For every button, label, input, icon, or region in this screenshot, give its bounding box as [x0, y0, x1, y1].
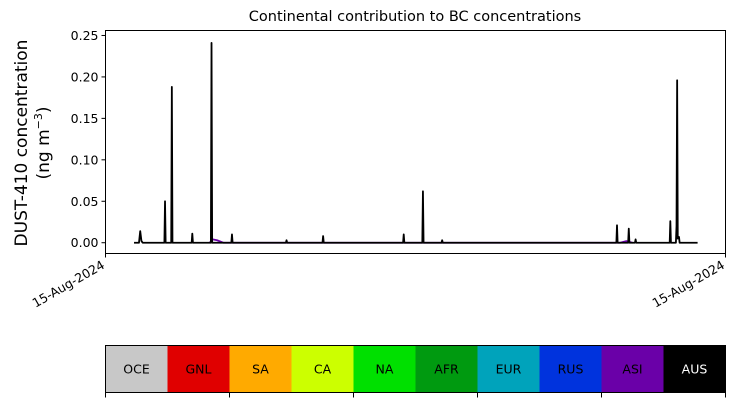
y-tick-label: 0.15: [71, 111, 99, 126]
legend-label: SA: [252, 362, 269, 377]
y-axis-unit-sup: −3: [32, 113, 45, 129]
legend-swatch: [291, 345, 354, 393]
legend-swatch: [663, 345, 726, 393]
legend-swatch: [229, 345, 292, 393]
legend-swatch: [105, 345, 168, 393]
legend-label: CA: [314, 362, 332, 377]
legend: OCE GNL SA CA NA AFR EUR RUS ASI AUS: [105, 345, 726, 398]
y-tick-label: 0.10: [71, 152, 99, 167]
y-axis-label-line1: DUST-410 concentration: [12, 40, 32, 247]
legend-label: OCE: [123, 362, 150, 377]
plot-frame: [105, 30, 726, 254]
x-tick-label: 15-Aug-2024: [29, 257, 107, 310]
y-ticks: 0.00 0.05 0.10 0.15 0.20 0.25: [71, 28, 106, 250]
legend-frame: [105, 345, 726, 393]
legend-swatch: [353, 345, 416, 393]
legend-label: AFR: [434, 362, 459, 377]
legend-swatch: [601, 345, 664, 393]
legend-label: GNL: [185, 362, 211, 377]
y-axis-unit-end: ): [34, 106, 54, 113]
y-tick-label: 0.25: [71, 28, 99, 43]
series-line: [134, 42, 698, 244]
y-tick-label: 0.20: [71, 69, 99, 84]
x-tick-label: 15-Aug-2024: [649, 257, 727, 310]
legend-swatch: [477, 345, 540, 393]
chart-title: Continental contribution to BC concentra…: [249, 9, 581, 25]
legend-label: EUR: [496, 362, 522, 377]
legend-label: ASI: [622, 362, 642, 377]
y-tick-label: 0.00: [71, 235, 99, 250]
legend-label: RUS: [558, 362, 584, 377]
y-axis-unit: (ng m: [34, 129, 54, 179]
legend-label: NA: [376, 362, 394, 377]
legend-swatch: [167, 345, 230, 393]
x-ticks: 15-Aug-2024 15-Aug-2024: [29, 253, 727, 311]
y-axis-label-line2: (ng m−3): [32, 106, 54, 179]
y-tick-label: 0.05: [71, 194, 99, 209]
plot-series: [134, 42, 698, 244]
legend-swatch: [415, 345, 478, 393]
legend-swatch: [539, 345, 602, 393]
y-axis-label: DUST-410 concentration (ng m−3): [12, 40, 54, 247]
legend-label: AUS: [682, 362, 708, 377]
